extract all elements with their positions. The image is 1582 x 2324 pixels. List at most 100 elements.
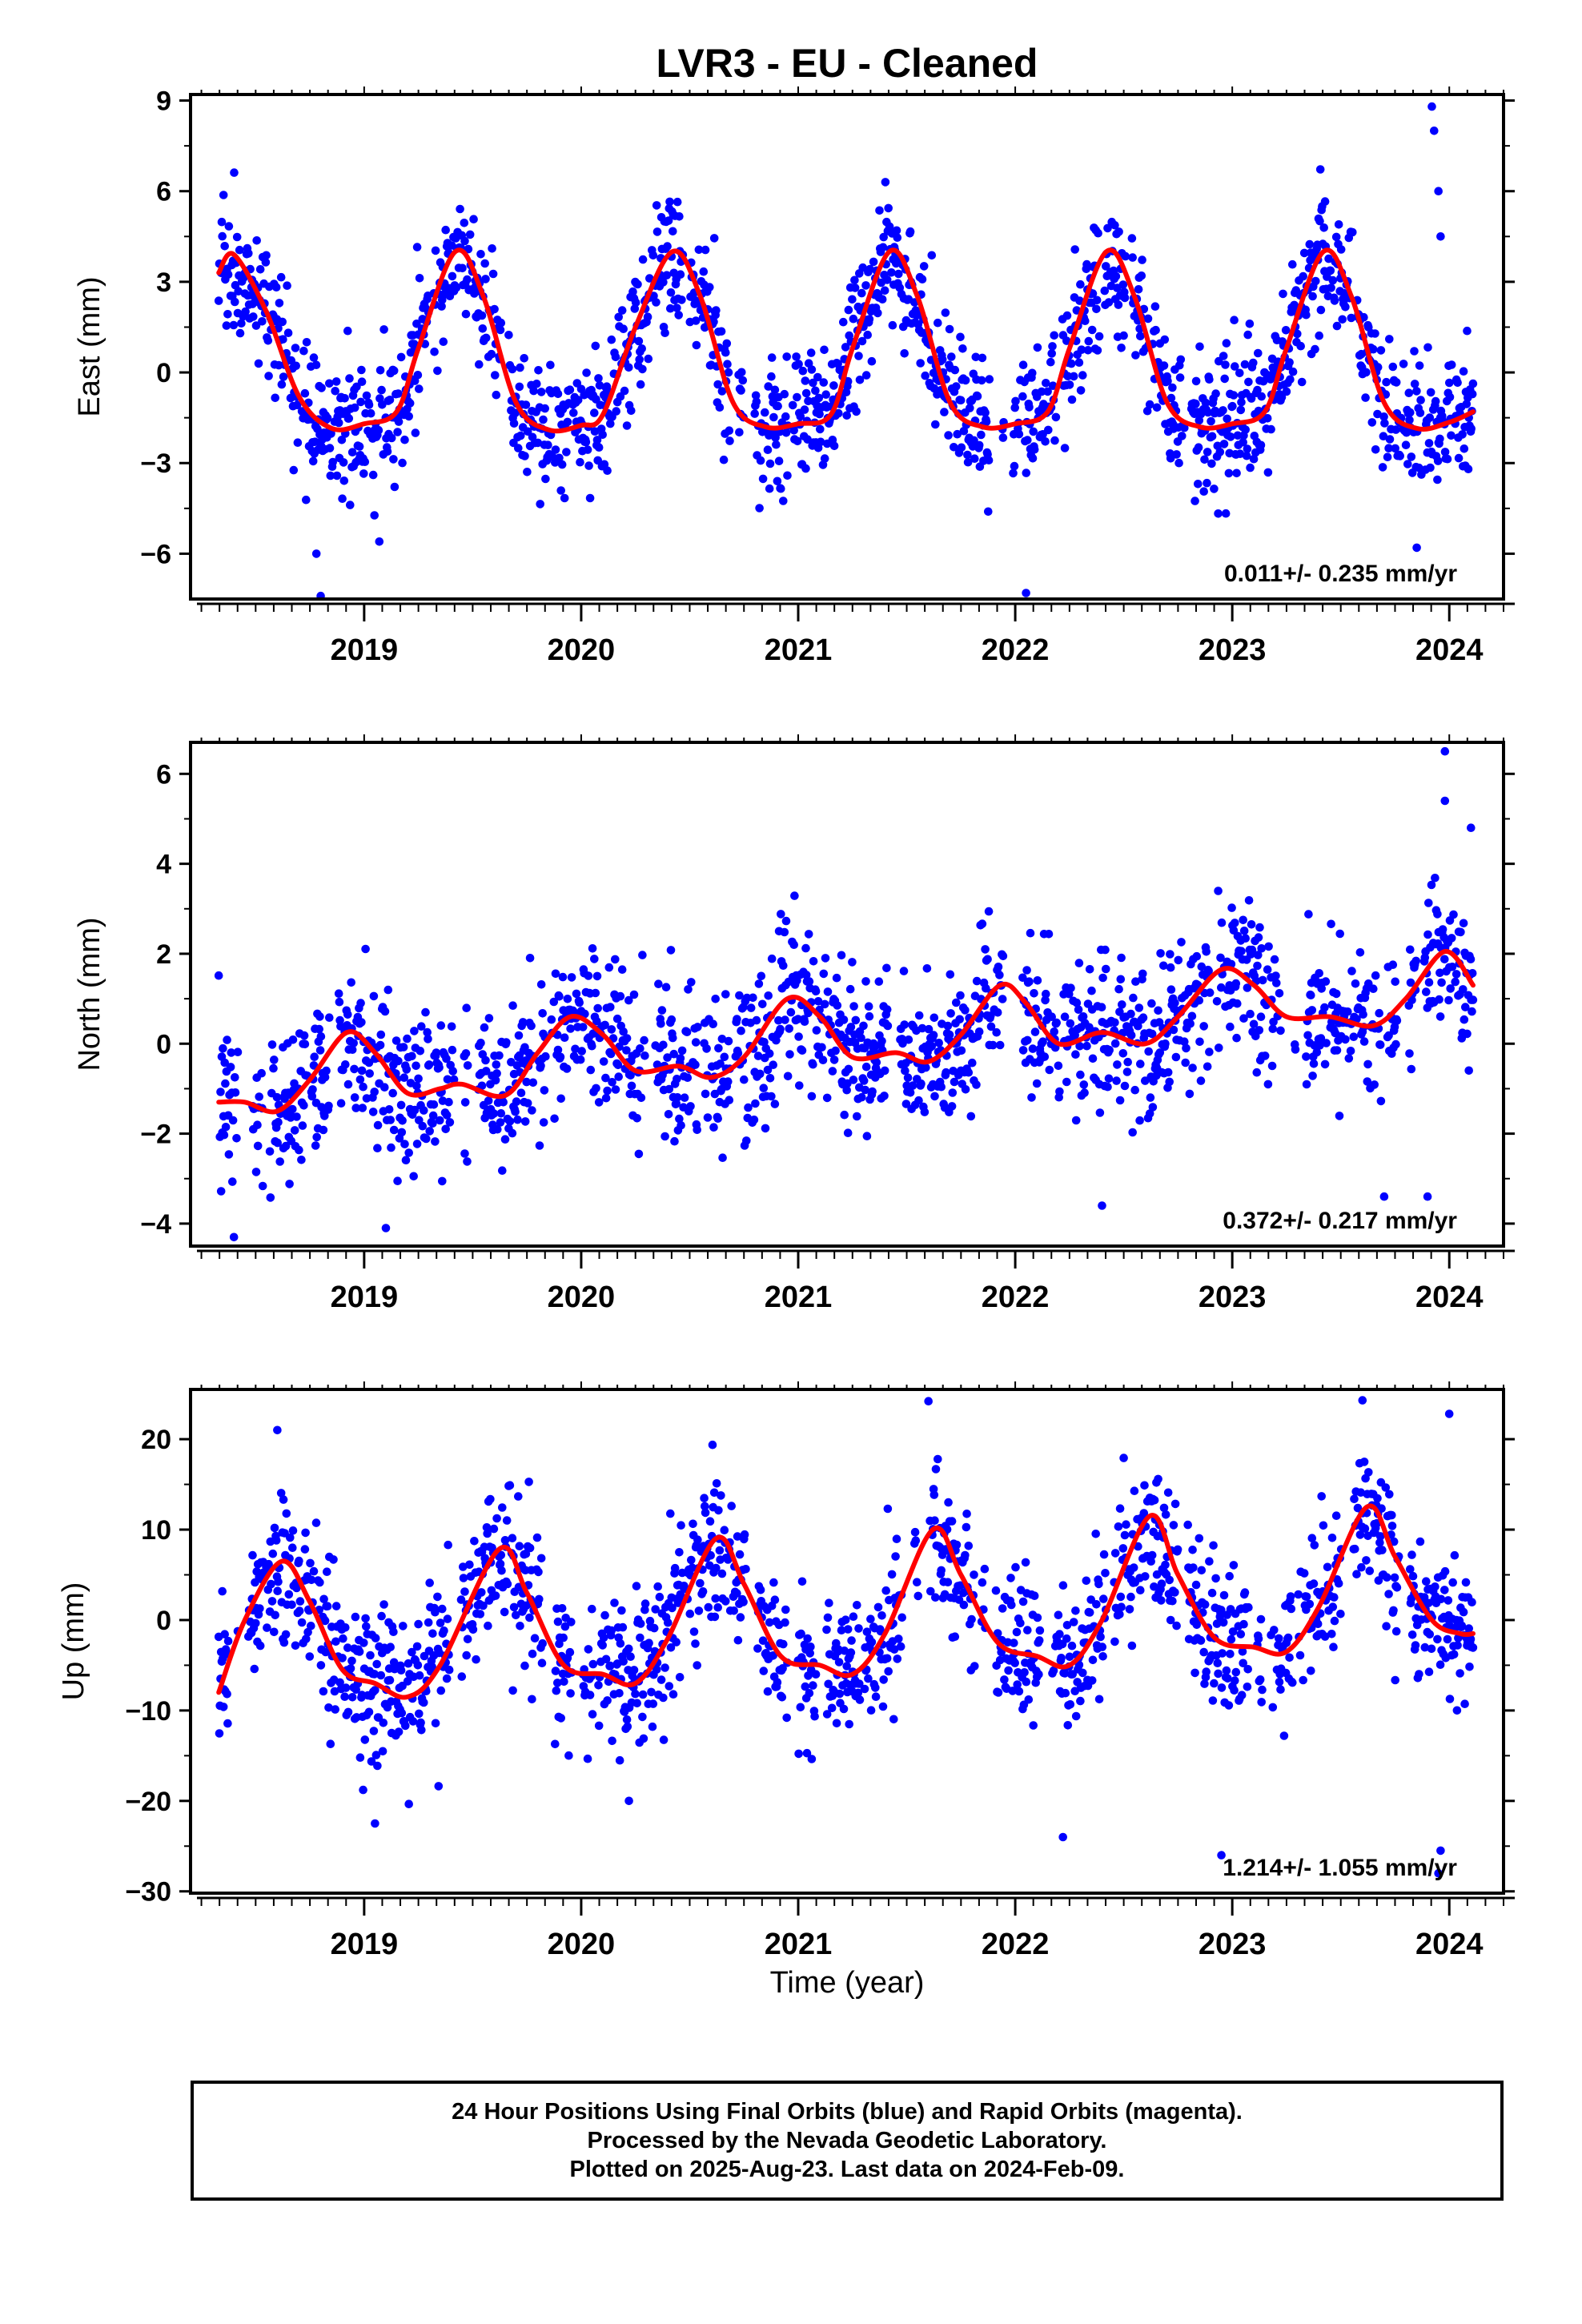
up-data-point [1468, 1643, 1478, 1652]
up-data-point [632, 1699, 641, 1708]
up-data-point [250, 1664, 259, 1674]
up-data-point [264, 1559, 273, 1569]
up-data-point [1200, 1600, 1210, 1609]
east-data-point [379, 325, 388, 334]
north-data-point [310, 1052, 319, 1061]
east-data-point [1415, 361, 1424, 370]
north-data-point [1169, 1025, 1178, 1035]
east-data-point [1207, 432, 1217, 441]
north-data-point [416, 1047, 425, 1055]
east-data-point [562, 448, 571, 456]
north-data-point [1102, 964, 1110, 974]
up-data-point [1330, 1593, 1339, 1602]
east-data-point [793, 436, 802, 446]
north-data-point [445, 1118, 455, 1127]
up-data-point [1114, 1522, 1123, 1531]
east-data-point [488, 269, 498, 279]
north-data-point [1147, 999, 1156, 1008]
east-data-point [516, 363, 524, 372]
east-data-point [809, 378, 817, 388]
up-y-tick-label: 10 [141, 1515, 171, 1546]
north-data-point [1062, 1077, 1071, 1087]
north-data-point [592, 1084, 600, 1093]
up-data-point [1082, 1576, 1091, 1586]
north-data-point [553, 1045, 563, 1055]
north-data-point [1203, 1062, 1212, 1072]
up-data-point [1231, 1676, 1239, 1685]
east-data-point [1440, 448, 1450, 456]
north-data-point [663, 1053, 672, 1062]
up-data-point [404, 1799, 413, 1808]
north-data-point [1254, 933, 1263, 942]
up-data-point [1140, 1481, 1149, 1490]
north-data-point [1148, 1103, 1158, 1112]
north-data-point [1423, 930, 1432, 939]
north-data-point [737, 1026, 745, 1035]
up-data-point [291, 1641, 300, 1651]
up-data-point [961, 1550, 970, 1560]
east-data-point [370, 511, 379, 520]
up-data-point [1385, 1490, 1394, 1499]
north-data-point [265, 1147, 275, 1156]
up-data-point [809, 1681, 817, 1690]
up-data-point [834, 1658, 844, 1667]
east-data-point [854, 352, 863, 360]
up-data-point [538, 1638, 547, 1648]
east-data-point [412, 320, 421, 328]
east-data-point [394, 417, 404, 426]
north-data-point [281, 1141, 291, 1151]
east-data-point [338, 494, 347, 503]
north-data-point [779, 961, 788, 970]
east-data-point [237, 319, 246, 328]
east-data-point [1143, 314, 1153, 324]
up-data-point [1227, 1634, 1236, 1644]
north-data-point [1199, 1022, 1208, 1031]
east-data-point [1369, 344, 1378, 354]
east-data-point [217, 217, 227, 227]
up-data-point [566, 1689, 575, 1698]
east-data-point [676, 270, 685, 279]
up-data-point [883, 1504, 893, 1514]
east-data-point [551, 445, 560, 454]
north-data-point [1456, 927, 1465, 937]
up-data-point [636, 1633, 644, 1642]
east-data-point [1459, 367, 1468, 376]
north-data-point [1072, 998, 1082, 1007]
up-data-point [351, 1612, 360, 1622]
up-data-point [937, 1566, 946, 1575]
east-data-point [337, 436, 347, 444]
east-data-point [383, 447, 392, 456]
up-data-point [866, 1706, 876, 1715]
up-data-point [871, 1683, 880, 1692]
north-data-point [335, 997, 344, 1007]
east-data-point [355, 442, 364, 451]
up-data-point [359, 1638, 368, 1647]
up-data-point [512, 1610, 520, 1620]
east-x-tick-label: 2019 [331, 633, 399, 667]
up-data-point [1074, 1660, 1084, 1670]
north-data-point [269, 1063, 278, 1073]
up-data-point [281, 1630, 291, 1639]
east-data-point [481, 333, 491, 343]
east-data-point [1232, 468, 1241, 478]
north-data-point [880, 1066, 889, 1076]
east-data-point [1221, 509, 1231, 518]
north-data-point [484, 1014, 494, 1023]
up-data-point [837, 1626, 846, 1634]
north-data-point [299, 1101, 308, 1110]
east-data-point [1205, 375, 1214, 384]
north-data-point [1129, 993, 1138, 1003]
east-data-point [1371, 445, 1380, 454]
east-data-point [624, 363, 633, 372]
up-data-point [994, 1688, 1003, 1697]
east-data-point [1191, 497, 1199, 505]
east-data-point [258, 317, 267, 326]
east-data-point [1382, 377, 1391, 387]
up-data-point [292, 1583, 301, 1593]
up-data-point [669, 1690, 678, 1699]
up-data-point [1387, 1510, 1396, 1520]
up-data-point [297, 1618, 307, 1627]
north-data-point [1392, 1016, 1402, 1025]
north-data-point [972, 976, 982, 986]
east-data-point [829, 441, 839, 451]
